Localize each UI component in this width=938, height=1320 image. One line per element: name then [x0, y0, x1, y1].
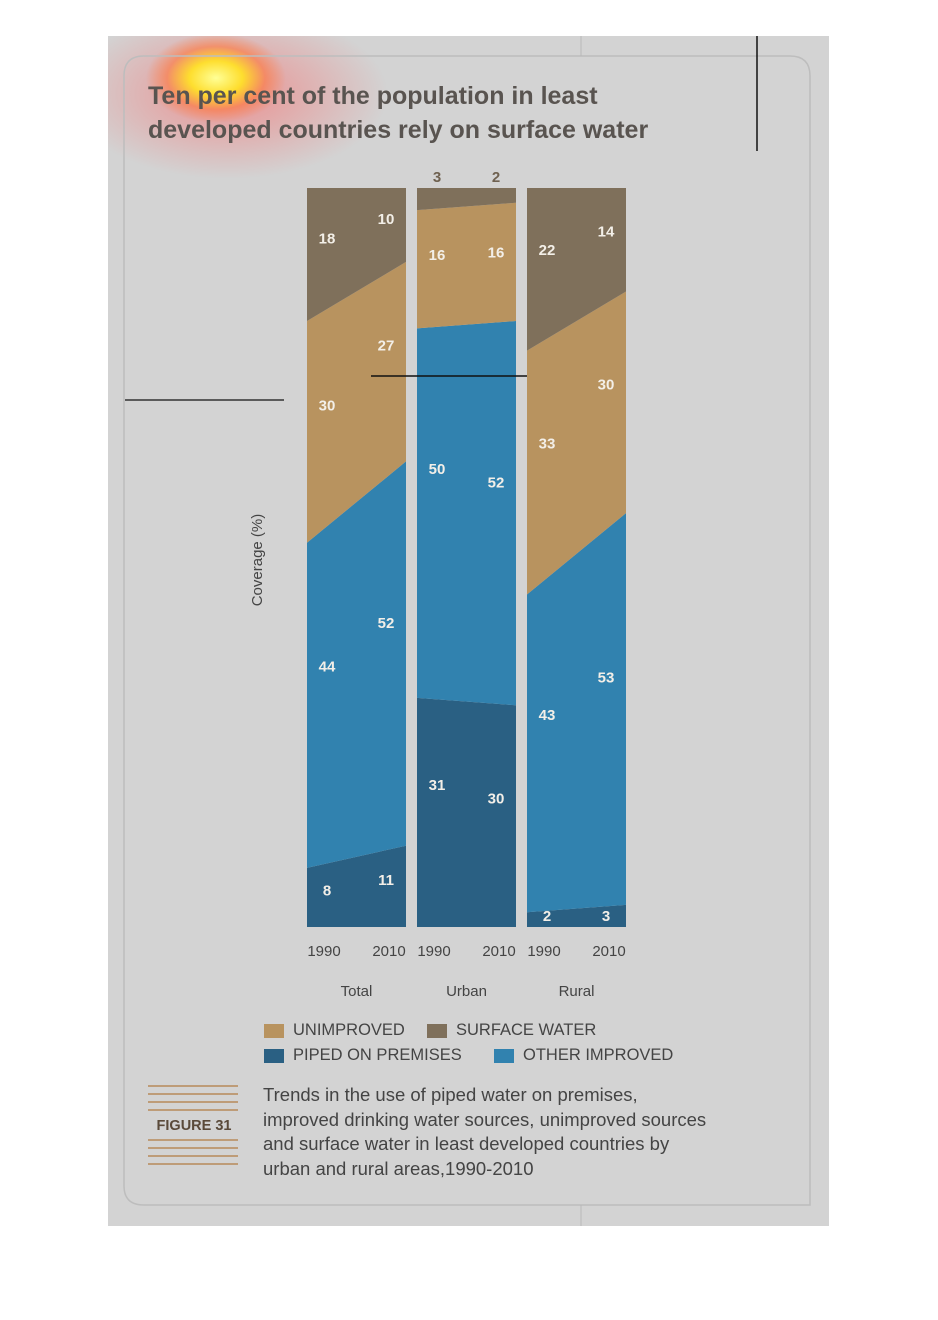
x-tick-label-total-2010: 2010	[372, 943, 405, 960]
figure-label-stripes	[148, 1085, 238, 1165]
data-label-total-surface-water-1990: 18	[319, 231, 336, 248]
data-label-urban-piped-1990: 31	[429, 777, 446, 794]
data-label-total-other-improved-1990: 44	[319, 658, 336, 675]
data-label-total-piped-2010: 11	[378, 872, 394, 889]
panel-urban: 31 30 50 52 16 16 3 2 1990 2010 Urban	[417, 169, 516, 1000]
legend-swatch-surface-water	[427, 1023, 447, 1038]
y-axis-label: Coverage (%)	[249, 513, 266, 607]
data-label-urban-surface-water-2010: 2	[492, 169, 500, 186]
x-tick-label-rural-2010: 2010	[592, 943, 625, 960]
caption-line: improved drinking water sources, unimpro…	[263, 1108, 707, 1130]
caption-line: and surface water in least developed cou…	[263, 1133, 670, 1154]
area-total-piped	[307, 845, 406, 927]
data-label-rural-piped-1990: 2	[543, 908, 551, 925]
panel-decorations	[123, 36, 811, 1226]
legend-item-other-improved: OTHER IMPROVED	[494, 1046, 673, 1065]
area-total-surface-water	[307, 188, 406, 322]
legend-label-other-improved: OTHER IMPROVED	[523, 1046, 674, 1064]
x-tick-label-urban-2010: 2010	[482, 943, 515, 960]
title-line-1: Ten per cent of the population in least	[148, 82, 598, 110]
legend-row: PIPED ON PREMISES OTHER IMPROVED	[264, 1043, 744, 1068]
area-urban-other-improved	[417, 321, 516, 706]
chart-legend: UNIMPROVED SURFACE WATER PIPED ON PREMIS…	[264, 1018, 744, 1068]
data-label-urban-unimproved-1990: 16	[429, 247, 446, 264]
caption-line: Trends in the use of piped water on prem…	[263, 1084, 638, 1105]
data-label-total-unimproved-1990: 30	[319, 397, 336, 414]
area-rural-other-improved	[527, 513, 626, 913]
rounded-frame	[123, 55, 811, 1206]
data-label-rural-piped-2010: 3	[602, 908, 610, 925]
area-urban-unimproved	[417, 202, 516, 329]
x-group-label-total: Total	[341, 983, 373, 1000]
legend-swatch-other-improved	[494, 1048, 514, 1063]
data-label-urban-surface-water-1990: 3	[433, 169, 441, 186]
panel-total: 8 11 44 52 30 27 18 10 1990 2010 Total	[307, 188, 406, 1000]
data-label-urban-other-improved-2010: 52	[488, 474, 505, 491]
area-total-unimproved	[307, 261, 406, 543]
area-rural-surface-water	[527, 188, 626, 351]
legend-label-piped: PIPED ON PREMISES	[293, 1046, 462, 1064]
area-urban-piped	[417, 697, 516, 927]
panel-rural: 2 3 43 53 33 30 22 14 1990 2010 Rural	[527, 188, 626, 1000]
legend-label-surface-water: SURFACE WATER	[456, 1021, 597, 1039]
title-line-2: developed countries rely on surface wate…	[148, 116, 649, 144]
data-label-total-other-improved-2010: 52	[378, 615, 395, 632]
area-total-other-improved	[307, 461, 406, 868]
data-label-total-piped-1990: 8	[323, 882, 331, 899]
legend-row: UNIMPROVED SURFACE WATER	[264, 1018, 744, 1043]
data-label-rural-surface-water-1990: 22	[539, 242, 556, 259]
data-label-total-surface-water-2010: 10	[378, 211, 395, 228]
legend-item-surface-water: SURFACE WATER	[427, 1021, 596, 1040]
area-rural-unimproved	[527, 291, 626, 595]
x-tick-label-total-1990: 1990	[307, 943, 340, 960]
area-rural-piped	[527, 904, 626, 927]
legend-label-unimproved: UNIMPROVED	[293, 1021, 405, 1039]
data-label-rural-other-improved-1990: 43	[539, 707, 556, 724]
stacked-area-chart: 8 11 44 52 30 27 18 10 1990 2010 Total 31 30 50 52 16 16…	[307, 169, 626, 1000]
figure-number-label: FIGURE 31	[156, 1118, 232, 1134]
data-label-rural-other-improved-2010: 53	[598, 670, 615, 687]
chart-title: Ten per cent of the population in least …	[148, 79, 768, 147]
legend-swatch-unimproved	[264, 1023, 284, 1038]
data-label-rural-unimproved-2010: 30	[598, 377, 615, 394]
legend-item-piped: PIPED ON PREMISES	[264, 1046, 494, 1065]
data-label-urban-other-improved-1990: 50	[429, 461, 446, 478]
x-tick-label-rural-1990: 1990	[527, 943, 560, 960]
data-label-total-unimproved-2010: 27	[378, 338, 395, 355]
x-group-label-rural: Rural	[559, 983, 595, 1000]
area-urban-surface-water	[417, 188, 516, 211]
data-label-rural-unimproved-1990: 33	[539, 435, 556, 452]
data-label-urban-piped-2010: 30	[488, 790, 505, 807]
data-label-rural-surface-water-2010: 14	[598, 223, 615, 240]
x-group-label-urban: Urban	[446, 983, 487, 1000]
figure-caption: Trends in the use of piped water on prem…	[263, 1083, 803, 1181]
legend-item-unimproved: UNIMPROVED	[264, 1021, 427, 1040]
legend-swatch-piped	[264, 1048, 284, 1063]
caption-line: urban and rural areas,1990-2010	[263, 1157, 534, 1179]
data-label-urban-unimproved-2010: 16	[488, 244, 505, 261]
x-tick-label-urban-1990: 1990	[417, 943, 450, 960]
